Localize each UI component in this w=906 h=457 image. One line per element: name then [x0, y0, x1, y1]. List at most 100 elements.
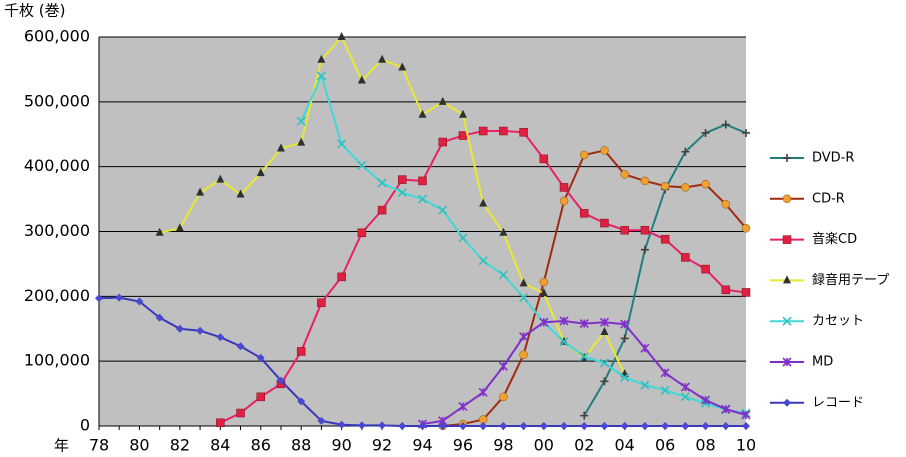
- marker: [398, 422, 407, 430]
- marker: [397, 188, 407, 198]
- marker: [741, 224, 751, 233]
- marker: [337, 420, 346, 429]
- marker: [701, 264, 710, 274]
- marker: [377, 205, 387, 215]
- marker: [296, 347, 306, 356]
- marker: [681, 253, 690, 262]
- x-tick-label: 10: [736, 436, 756, 455]
- legend-label: DVD-R: [812, 151, 854, 166]
- marker: [640, 176, 650, 186]
- marker: [640, 343, 650, 353]
- x-tick-label: 78: [89, 436, 109, 455]
- marker: [660, 181, 670, 191]
- x-axis-title: 年: [54, 437, 69, 455]
- legend-label: 録音用テープ: [812, 272, 889, 288]
- marker: [479, 422, 488, 430]
- marker: [680, 392, 690, 402]
- marker: [680, 382, 690, 392]
- x-tick-label: 06: [655, 436, 675, 455]
- marker: [438, 205, 448, 215]
- legend-label: 音楽CD: [812, 231, 857, 247]
- marker: [579, 318, 589, 329]
- x-tick-label: 98: [493, 436, 513, 455]
- marker: [620, 170, 629, 179]
- marker: [701, 179, 710, 189]
- marker: [539, 288, 548, 297]
- marker: [782, 357, 792, 367]
- y-tick-label: 100,000: [24, 351, 90, 370]
- marker: [620, 334, 629, 343]
- marker: [378, 421, 387, 430]
- marker: [458, 401, 468, 412]
- marker: [539, 317, 549, 327]
- y-tick-label: 200,000: [24, 286, 90, 305]
- marker: [236, 342, 245, 351]
- marker: [357, 421, 366, 430]
- marker: [681, 183, 690, 192]
- marker: [580, 150, 589, 160]
- marker: [438, 422, 447, 430]
- marker: [337, 139, 347, 149]
- marker: [782, 235, 792, 244]
- x-tick-label: 86: [251, 436, 271, 455]
- x-tick-label: 00: [534, 436, 554, 455]
- y-tick-label: 400,000: [24, 156, 90, 175]
- marker: [276, 143, 285, 152]
- marker: [721, 404, 731, 414]
- x-tick-label: 08: [695, 436, 715, 455]
- x-tick-label: 96: [453, 436, 473, 455]
- marker: [196, 187, 205, 196]
- marker: [640, 422, 649, 430]
- marker: [580, 422, 589, 430]
- marker: [519, 422, 528, 430]
- marker: [681, 422, 690, 430]
- y-tick-label: 0: [80, 416, 90, 435]
- marker: [155, 313, 164, 322]
- marker: [479, 198, 488, 207]
- marker: [783, 154, 791, 162]
- marker: [175, 324, 184, 333]
- marker: [559, 196, 569, 206]
- y-tick-label: 600,000: [24, 27, 90, 46]
- marker: [580, 209, 589, 218]
- marker: [519, 278, 528, 287]
- marker: [135, 297, 144, 306]
- marker: [721, 200, 731, 209]
- marker: [95, 294, 103, 303]
- marker: [600, 422, 609, 430]
- marker: [660, 235, 670, 244]
- marker: [742, 422, 750, 430]
- marker: [276, 376, 285, 385]
- marker: [560, 422, 569, 430]
- marker: [216, 333, 225, 342]
- series-line: [442, 149, 747, 427]
- marker: [296, 116, 306, 126]
- marker: [620, 225, 629, 235]
- marker: [418, 176, 427, 186]
- x-tick-label: 90: [331, 436, 351, 455]
- marker: [579, 352, 589, 362]
- marker: [721, 120, 730, 129]
- marker: [600, 377, 609, 386]
- marker: [539, 422, 548, 430]
- marker: [700, 395, 711, 405]
- marker: [580, 411, 589, 420]
- marker: [478, 256, 488, 266]
- marker: [742, 128, 750, 137]
- marker: [499, 422, 508, 430]
- marker: [600, 218, 609, 228]
- marker: [115, 293, 124, 302]
- marker: [256, 353, 265, 362]
- legend-label: CD-R: [812, 191, 845, 206]
- marker: [661, 422, 670, 430]
- marker: [297, 137, 306, 146]
- marker: [256, 168, 265, 177]
- legend-label: MD: [812, 355, 833, 370]
- marker: [317, 416, 326, 425]
- marker: [337, 32, 346, 40]
- marker: [458, 422, 467, 430]
- legend-label: カセット: [812, 314, 864, 329]
- marker: [357, 75, 366, 84]
- marker: [721, 422, 730, 430]
